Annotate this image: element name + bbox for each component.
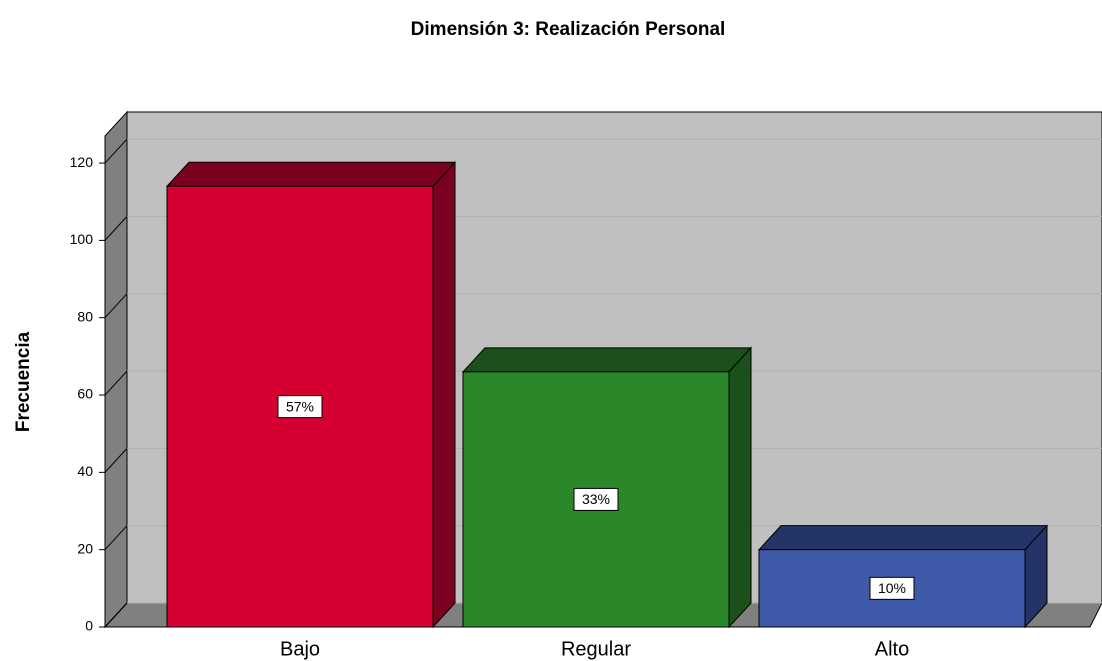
chart-title: Dimensión 3: Realización Personal — [411, 19, 726, 40]
grid-line — [104, 216, 128, 241]
grid-line — [104, 525, 128, 551]
bar-side — [728, 346, 752, 629]
y-tick-label: 0 — [85, 618, 93, 634]
left-wall — [104, 110, 128, 629]
grid-line — [104, 602, 128, 628]
y-tick-label: 100 — [70, 231, 94, 247]
x-tick-label: Bajo — [280, 638, 320, 660]
bar — [757, 524, 1049, 629]
y-tick-label: 40 — [77, 463, 93, 479]
grid-line — [104, 448, 128, 473]
y-tick-label: 20 — [77, 540, 93, 556]
data-label-box — [573, 487, 619, 511]
y-axis-label: Frecuencia — [13, 331, 34, 432]
bar-top — [461, 347, 753, 373]
x-tick-label: Alto — [875, 638, 909, 660]
bar — [165, 160, 457, 629]
bar-top — [165, 161, 457, 187]
bar-top — [757, 525, 1049, 551]
data-label-box — [869, 576, 915, 600]
data-label: 57% — [286, 398, 314, 414]
y-tick-label: 60 — [77, 386, 93, 402]
bar-side — [432, 160, 456, 629]
bar — [461, 346, 753, 629]
y-tick-label: 120 — [70, 154, 94, 170]
data-label-box — [277, 395, 323, 419]
grid-line — [104, 370, 128, 396]
grid-line — [104, 293, 128, 319]
data-label: 33% — [582, 491, 610, 507]
grid-line — [104, 138, 128, 164]
x-tick-label: Regular — [561, 638, 631, 660]
y-tick-label: 80 — [77, 308, 93, 324]
data-label: 10% — [878, 580, 906, 596]
